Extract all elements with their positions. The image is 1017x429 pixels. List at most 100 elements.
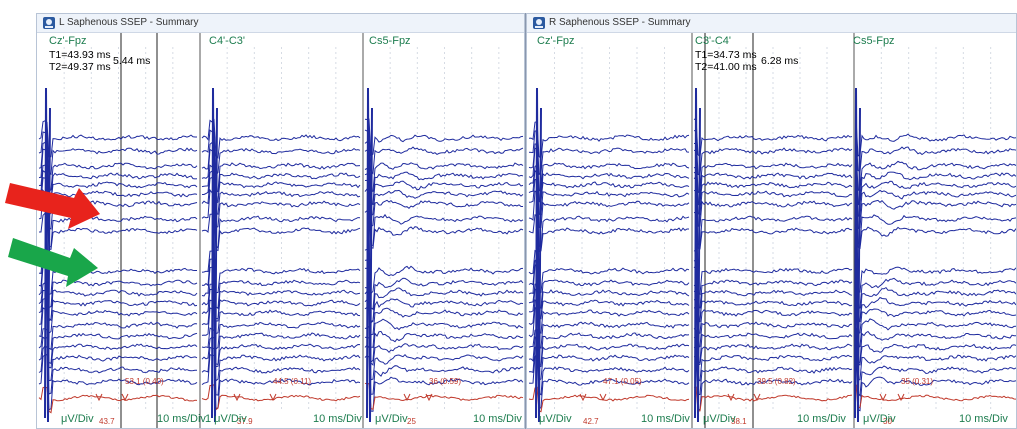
latency-marker[interactable] (403, 393, 411, 402)
latency-marker[interactable] (233, 393, 241, 402)
waveform-trace (201, 258, 361, 310)
waveform-trace (364, 344, 524, 395)
right-channel-1-label: Cz'-Fpz (537, 35, 575, 47)
latency-marker[interactable] (121, 393, 129, 402)
latency-marker-label: 47.1 (0.05) (603, 377, 642, 386)
annotation-arrows (5, 183, 100, 287)
latency-marker[interactable] (727, 393, 735, 402)
waveform-trace (528, 190, 690, 250)
waveform-trace (38, 328, 198, 369)
waveform-trace (202, 169, 361, 215)
left-cursor-readout: T1=43.93 ms T2=49.37 ms (49, 49, 111, 73)
waveform-trace (364, 298, 524, 348)
latency-marker[interactable] (599, 393, 607, 402)
waveform-trace (38, 263, 198, 322)
latency-marker-label: 30 (883, 417, 892, 426)
app-icon (43, 17, 55, 29)
waveform-trace (201, 306, 361, 366)
waveform-trace (201, 353, 361, 409)
waveform-trace (693, 336, 853, 382)
waveform-trace (38, 344, 197, 395)
waveform-trace (38, 164, 198, 203)
waveform-trace (855, 346, 1016, 397)
right-waveform-svg[interactable]: 42.7 47.1 (0.05) 38.1 39.5 (0.82) 30 35 (0.31… (527, 33, 1016, 428)
waveform-trace (528, 328, 690, 368)
waveform-trace (693, 250, 853, 296)
latency-marker[interactable] (879, 393, 887, 402)
waveform-trace (855, 292, 1016, 335)
left-channel-3-label: Cs5-Fpz (369, 35, 411, 47)
waveform-trace (38, 169, 198, 216)
waveform-trace (38, 130, 198, 176)
stimulus-artifact (211, 87, 218, 423)
right-scale-2-amp: μV/Div (703, 413, 736, 425)
left-cursor-delta: 5.44 ms (113, 55, 151, 67)
left-cursor-t1: T1=43.93 ms (49, 49, 111, 61)
latency-marker-label: 35 (0.31) (901, 377, 933, 386)
latency-marker[interactable] (95, 393, 103, 402)
waveform-trace (201, 188, 361, 249)
right-cursor-t1: T1=34.73 ms (695, 49, 757, 61)
waveform-trace (38, 258, 198, 309)
waveform-trace (693, 328, 853, 366)
waveform-trace (38, 140, 198, 192)
right-scale-1-amp: μV/Div (539, 413, 572, 425)
right-summary-window[interactable]: R Saphenous SSEP - Summary 42.7 47.1 (0.0… (526, 13, 1017, 429)
waveform-trace (528, 143, 690, 193)
latency-marker-label: 42.7 (583, 417, 599, 426)
waveform-trace (855, 150, 1016, 206)
grid-lines (554, 47, 992, 412)
waveform-trace (364, 170, 524, 218)
right-waveform-plot[interactable]: 42.7 47.1 (0.05) 38.1 39.5 (0.82) 30 35 (0.31… (527, 33, 1016, 428)
waveform-trace (694, 299, 853, 349)
latency-marker[interactable] (753, 393, 761, 402)
waveform-trace (693, 117, 853, 158)
waveform-trace (201, 250, 361, 294)
left-waveform-svg[interactable]: 43.7 53.1 (0.40) 37.9 44.5 (0.11) 25 36 (0.59… (37, 33, 524, 428)
waveform-trace (528, 130, 690, 176)
left-cursor-t2: T2=49.37 ms (49, 61, 111, 73)
right-titlebar[interactable]: R Saphenous SSEP - Summary (527, 14, 1016, 33)
waveform-trace (528, 299, 690, 349)
waveform-trace (693, 167, 853, 205)
right-channel-3-label: Cs5-Fpz (853, 35, 895, 47)
latency-marker[interactable] (897, 393, 905, 402)
window-divider (525, 13, 526, 429)
waveform-trace (201, 141, 361, 193)
summary-trace (364, 382, 524, 410)
waveform-trace (855, 336, 1016, 381)
waveform-trace (364, 259, 524, 311)
waveform-trace (693, 212, 853, 250)
waveform-trace (693, 346, 853, 396)
latency-marker-label: 25 (407, 417, 416, 426)
left-scale-2-amp: 1 μV/Div (205, 413, 247, 425)
left-scale-3-amp: μV/Div (375, 413, 408, 425)
waveform-trace (693, 260, 853, 309)
latency-marker-label: 53.1 (0.40) (125, 377, 164, 386)
waveform-trace (364, 129, 524, 175)
waveform-trace (693, 264, 853, 324)
waveform-trace (364, 179, 523, 228)
latency-marker[interactable] (269, 393, 277, 402)
latency-marker-label: 44.5 (0.11) (273, 377, 311, 386)
waveform-trace (528, 169, 690, 216)
left-waveform-plot[interactable]: 43.7 53.1 (0.40) 37.9 44.5 (0.11) 25 36 (0.59… (37, 33, 524, 428)
latency-marker[interactable] (425, 393, 433, 402)
latency-marker[interactable] (579, 393, 587, 402)
waveform-trace (364, 266, 524, 324)
left-scale-2-time: 10 ms/Div (313, 413, 362, 425)
waveform-trace (855, 211, 1016, 250)
waveform-trace (528, 306, 690, 366)
waveform-trace (38, 148, 198, 204)
left-titlebar[interactable]: L Saphenous SSEP - Summary (37, 14, 524, 33)
waveform-trace (528, 288, 690, 334)
waveform-trace (855, 300, 1016, 349)
waveform-trace (855, 249, 1016, 293)
waveform-trace (38, 282, 198, 322)
waveform-trace (693, 355, 853, 411)
green-arrow-icon (8, 238, 98, 287)
waveform-trace (364, 354, 524, 412)
left-summary-window[interactable]: L Saphenous SSEP - Summary 43.7 53.1 (0.4… (36, 13, 525, 429)
summary-trace (693, 386, 853, 412)
waveform-trace (528, 257, 690, 309)
